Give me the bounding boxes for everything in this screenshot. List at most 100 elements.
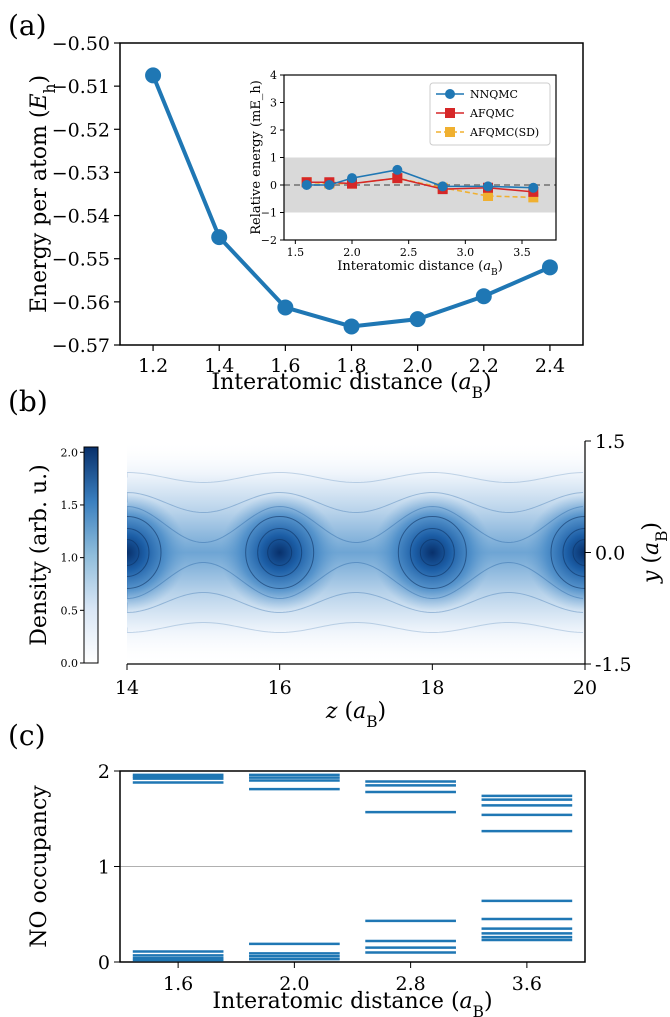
inset-y-tick-label: 4	[270, 69, 277, 82]
y-tick-label: −0.57	[52, 335, 110, 357]
contour-upper	[127, 505, 584, 543]
energy-point	[343, 318, 360, 335]
colorbar-label: Density (arb. u.)	[27, 464, 52, 645]
y-tick-label: 1	[98, 857, 110, 879]
colorbar-tick-label: 0.5	[61, 604, 79, 617]
y-tick-label: −0.56	[52, 292, 110, 314]
x-tick-label: 18	[420, 677, 444, 699]
y-tick-label: 0.0	[595, 543, 625, 565]
inset-x-tick-label: 3.5	[513, 246, 531, 259]
x-tick-label: 2.8	[396, 973, 426, 995]
inset-y-tick-label: −1	[261, 207, 277, 220]
x-tick-label: 2.0	[403, 355, 433, 377]
contour-ring	[267, 539, 293, 566]
y-tick-label: 2	[98, 761, 110, 783]
energy-point	[409, 311, 426, 328]
energy-point	[211, 229, 228, 246]
colorbar-tick-label: 1.0	[61, 552, 79, 565]
x-tick-label: 2.0	[279, 973, 309, 995]
inset-legend-box	[429, 82, 551, 146]
y-axis-label: Energy per atom (Eh)	[27, 75, 59, 313]
inset-x-axis-label: Interatomic distance (aB)	[337, 259, 503, 278]
inset-y-tick-label: −2	[261, 234, 277, 247]
inset-x-tick-label: 1.5	[287, 246, 305, 259]
contour-ring	[127, 516, 162, 589]
inset-point-nnqmc	[437, 181, 448, 192]
inset-y-tick-label: 0	[270, 179, 277, 192]
x-tick-label: 2.4	[535, 355, 565, 377]
panel-c-occupancy-chart: 1.6 2.0 2.8 3.6 0 1 2 Interatomic distance (aB)…	[27, 761, 586, 1017]
x-tick-label: 3.6	[512, 973, 542, 995]
contour-ring	[127, 539, 140, 566]
x-tick-label: 1.8	[336, 355, 366, 377]
contour-ring	[419, 539, 445, 566]
contour-ring	[562, 528, 585, 577]
colorbar-tick-label: 0.0	[61, 657, 79, 670]
colorbar-tick-label: 1.5	[61, 499, 79, 512]
energy-point	[145, 67, 162, 84]
inset-point-nnqmc	[301, 180, 312, 190]
inset-point-afqmc-sd	[483, 191, 493, 201]
inset-point-nnqmc	[392, 164, 403, 175]
energy-point	[475, 288, 492, 305]
energy-point	[541, 259, 558, 276]
inset-y-axis-label: Relative energy (mE_h)	[249, 80, 264, 235]
panel-label-b: (b)	[8, 385, 48, 418]
contour-ring	[257, 528, 303, 577]
contour-ring	[397, 516, 467, 589]
x-tick-label: 1.4	[204, 355, 234, 377]
contour-ring	[572, 539, 585, 566]
inset-x-tick-label: 3.0	[457, 246, 475, 259]
panel-label-c: (c)	[8, 719, 46, 752]
inset-y-tick-label: 1	[270, 152, 277, 165]
legend-marker-2	[445, 127, 455, 137]
y-tick-label: −0.54	[52, 206, 110, 228]
colorbar	[83, 446, 99, 664]
legend-label: AFQMC	[469, 107, 514, 120]
legend-label: NNQMC	[470, 88, 518, 101]
contour-upper	[127, 471, 584, 483]
y-axis-label: y (aB)	[639, 522, 670, 584]
x-tick-label: 14	[115, 677, 139, 699]
panel-b-density-map: 14 16 18 20 1.5 0.0 -1.5 z (aB) y (aB) 0.0 0.5 1.0 1…	[27, 431, 670, 731]
inset-point-afqmc	[347, 178, 357, 189]
density-peak	[127, 494, 187, 611]
inset-x-tick-label: 2.0	[343, 246, 361, 259]
legend-marker-1	[445, 108, 455, 118]
inset-point-nnqmc	[324, 180, 335, 190]
x-tick-label: 16	[268, 677, 292, 699]
y-tick-label: −0.51	[52, 76, 110, 98]
inset-y-tick-label: 2	[270, 124, 277, 137]
panel-label-a: (a)	[8, 9, 47, 42]
x-tick-label: 20	[573, 677, 597, 699]
y-tick-label: −0.53	[52, 162, 110, 184]
contour-upper	[127, 491, 584, 513]
x-tick-label: 1.6	[163, 973, 193, 995]
x-axis-label: z (aB)	[325, 699, 386, 731]
x-axis-label: Interatomic distance (aB)	[212, 989, 492, 1017]
contour-lower	[127, 622, 584, 634]
inset-point-afqmc-sd	[528, 192, 539, 203]
y-tick-label: 1.5	[595, 431, 625, 453]
y-tick-label: 0	[98, 952, 110, 974]
contour-ring	[409, 528, 455, 577]
y-axis-label: NO occupancy	[27, 785, 52, 948]
colorbar-tick-label: 2.0	[61, 446, 79, 459]
legend-label: AFQMC(SD)	[469, 126, 539, 139]
contour-lower	[127, 562, 584, 600]
contour-ring	[127, 528, 150, 577]
contour-ring	[245, 516, 315, 589]
panel-a-inset: 1.5 2.0 2.5 3.0 3.5 −2 −1 0 1 2 3 4 NNQMC AFQMC AFQMC(…	[249, 69, 557, 278]
density-peak	[219, 494, 340, 611]
inset-point-nnqmc	[483, 181, 493, 192]
inset-point-nnqmc	[528, 182, 539, 193]
x-tick-label: 2.2	[469, 355, 499, 377]
density-peak	[525, 494, 585, 611]
contour-ring	[550, 516, 585, 589]
density-map	[127, 441, 585, 664]
x-tick-label: 1.2	[138, 355, 168, 377]
y-tick-label: −0.55	[52, 249, 110, 271]
legend-marker-nnqmc	[445, 89, 455, 99]
density-peak	[372, 494, 493, 611]
